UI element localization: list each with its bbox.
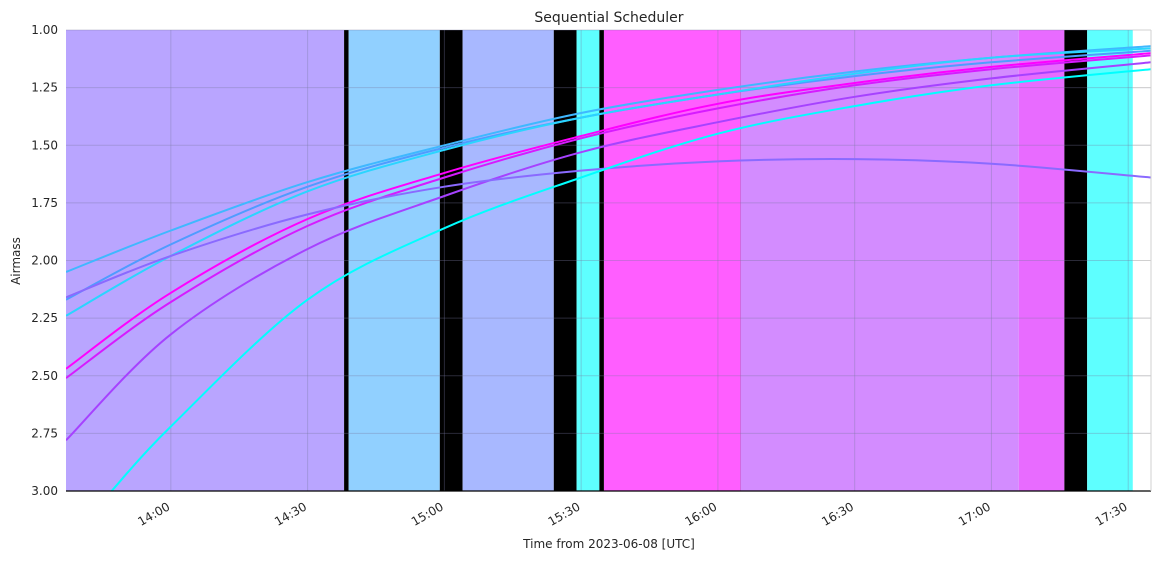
x-axis-label: Time from 2023-06-08 [UTC] [522, 537, 695, 551]
airmass-line-7 [110, 68, 1151, 491]
airmass-series [66, 45, 1151, 491]
y-tick-label: 2.25 [31, 311, 58, 325]
x-tick-label: 15:30 [546, 499, 583, 528]
schedule-blocks [66, 30, 1133, 491]
airmass-line-5 [66, 61, 1151, 442]
y-tick-label: 2.50 [31, 369, 58, 383]
x-tick-label: 17:00 [956, 499, 993, 528]
y-tick-label: 2.00 [31, 254, 58, 268]
schedule-block-7 [599, 30, 604, 491]
schedule-block-5 [553, 30, 577, 491]
schedule-block-0 [66, 30, 345, 491]
y-tick-label: 1.50 [31, 138, 58, 152]
x-tick-label: 16:30 [819, 499, 856, 528]
schedule-block-12 [1064, 30, 1088, 491]
y-tick-label: 1.00 [31, 23, 58, 37]
y-tick-label: 2.75 [31, 426, 58, 440]
schedule-block-4 [462, 30, 554, 491]
y-axis-label: Airmass [9, 237, 23, 285]
chart-title: Sequential Scheduler [534, 10, 683, 26]
x-tick-label: 14:00 [135, 499, 172, 528]
y-tick-label: 1.75 [31, 196, 58, 210]
y-tick-label: 1.25 [31, 81, 58, 95]
schedule-block-1 [344, 30, 349, 491]
y-tick-label: 3.00 [31, 484, 58, 498]
schedule-block-8 [603, 30, 741, 491]
airmass-line-2 [66, 47, 1151, 317]
x-tick-label: 15:00 [409, 499, 446, 528]
schedule-block-6 [576, 30, 600, 491]
x-tick-label: 17:30 [1093, 499, 1130, 528]
airmass-line-6 [66, 157, 1151, 299]
axes [66, 30, 1152, 492]
schedule-block-10 [740, 30, 1019, 491]
x-tick-labels: 14:00 14:30 15:00 15:30 16:00 16:30 17:00 17:30 [135, 499, 1129, 528]
x-tick-label: 16:00 [682, 499, 719, 528]
schedule-block-11 [1018, 30, 1065, 491]
schedule-block-2 [348, 30, 440, 491]
airmass-line-3 [66, 52, 1151, 370]
x-tick-label: 14:30 [272, 499, 309, 528]
y-tick-labels: 1.00 1.25 1.50 1.75 2.00 2.25 2.50 2.75 3.00 [31, 23, 58, 498]
schedule-block-13 [1087, 30, 1133, 491]
airmass-line-4 [66, 54, 1151, 379]
